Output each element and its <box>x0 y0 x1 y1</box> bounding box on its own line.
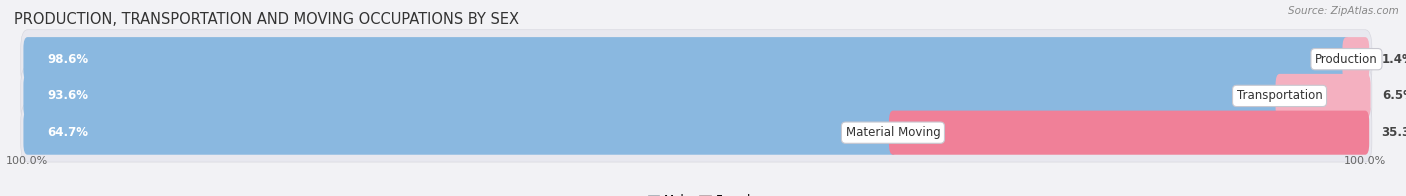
Text: Transportation: Transportation <box>1237 89 1323 103</box>
FancyBboxPatch shape <box>889 111 1369 155</box>
Text: 6.5%: 6.5% <box>1382 89 1406 103</box>
Text: 93.6%: 93.6% <box>48 89 89 103</box>
FancyBboxPatch shape <box>24 111 897 155</box>
Text: 64.7%: 64.7% <box>48 126 89 139</box>
Text: 35.3%: 35.3% <box>1381 126 1406 139</box>
Text: 98.6%: 98.6% <box>48 53 89 66</box>
Legend: Male, Female: Male, Female <box>643 189 763 196</box>
FancyBboxPatch shape <box>24 37 1351 81</box>
Text: Material Moving: Material Moving <box>845 126 941 139</box>
Text: PRODUCTION, TRANSPORTATION AND MOVING OCCUPATIONS BY SEX: PRODUCTION, TRANSPORTATION AND MOVING OC… <box>14 12 519 27</box>
Text: Source: ZipAtlas.com: Source: ZipAtlas.com <box>1288 6 1399 16</box>
FancyBboxPatch shape <box>21 66 1372 125</box>
FancyBboxPatch shape <box>24 74 1284 118</box>
FancyBboxPatch shape <box>1275 74 1371 118</box>
Text: 1.4%: 1.4% <box>1381 53 1406 66</box>
Text: Production: Production <box>1315 53 1378 66</box>
FancyBboxPatch shape <box>21 30 1372 89</box>
FancyBboxPatch shape <box>1343 37 1369 81</box>
FancyBboxPatch shape <box>21 103 1372 162</box>
